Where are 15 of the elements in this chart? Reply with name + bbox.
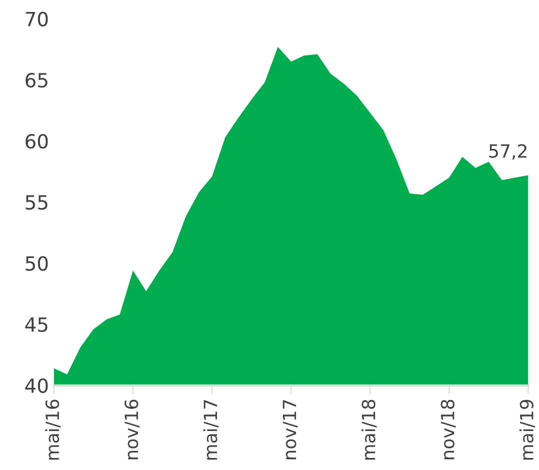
- x-tick-label: nov/17: [282, 400, 298, 460]
- x-tick-label: mai/17: [203, 400, 219, 460]
- y-tick-label: 50: [26, 256, 48, 271]
- x-tick-label: mai/18: [361, 400, 377, 460]
- x-tick-label: mai/19: [519, 400, 535, 460]
- y-tick-label: 70: [26, 12, 48, 26]
- y-tick-label: 65: [26, 72, 48, 88]
- x-tick-label: mai/16: [45, 400, 61, 460]
- y-tick-label: 45: [25, 318, 48, 332]
- x-tick-label: nov/16: [124, 400, 140, 460]
- y-tick-label: 40: [25, 378, 48, 394]
- data-label: 57,2: [489, 144, 526, 160]
- x-tick-label: nov/18: [440, 400, 456, 460]
- y-tick-label: 60: [26, 134, 48, 149]
- y-tick-label: 55: [26, 195, 48, 210]
